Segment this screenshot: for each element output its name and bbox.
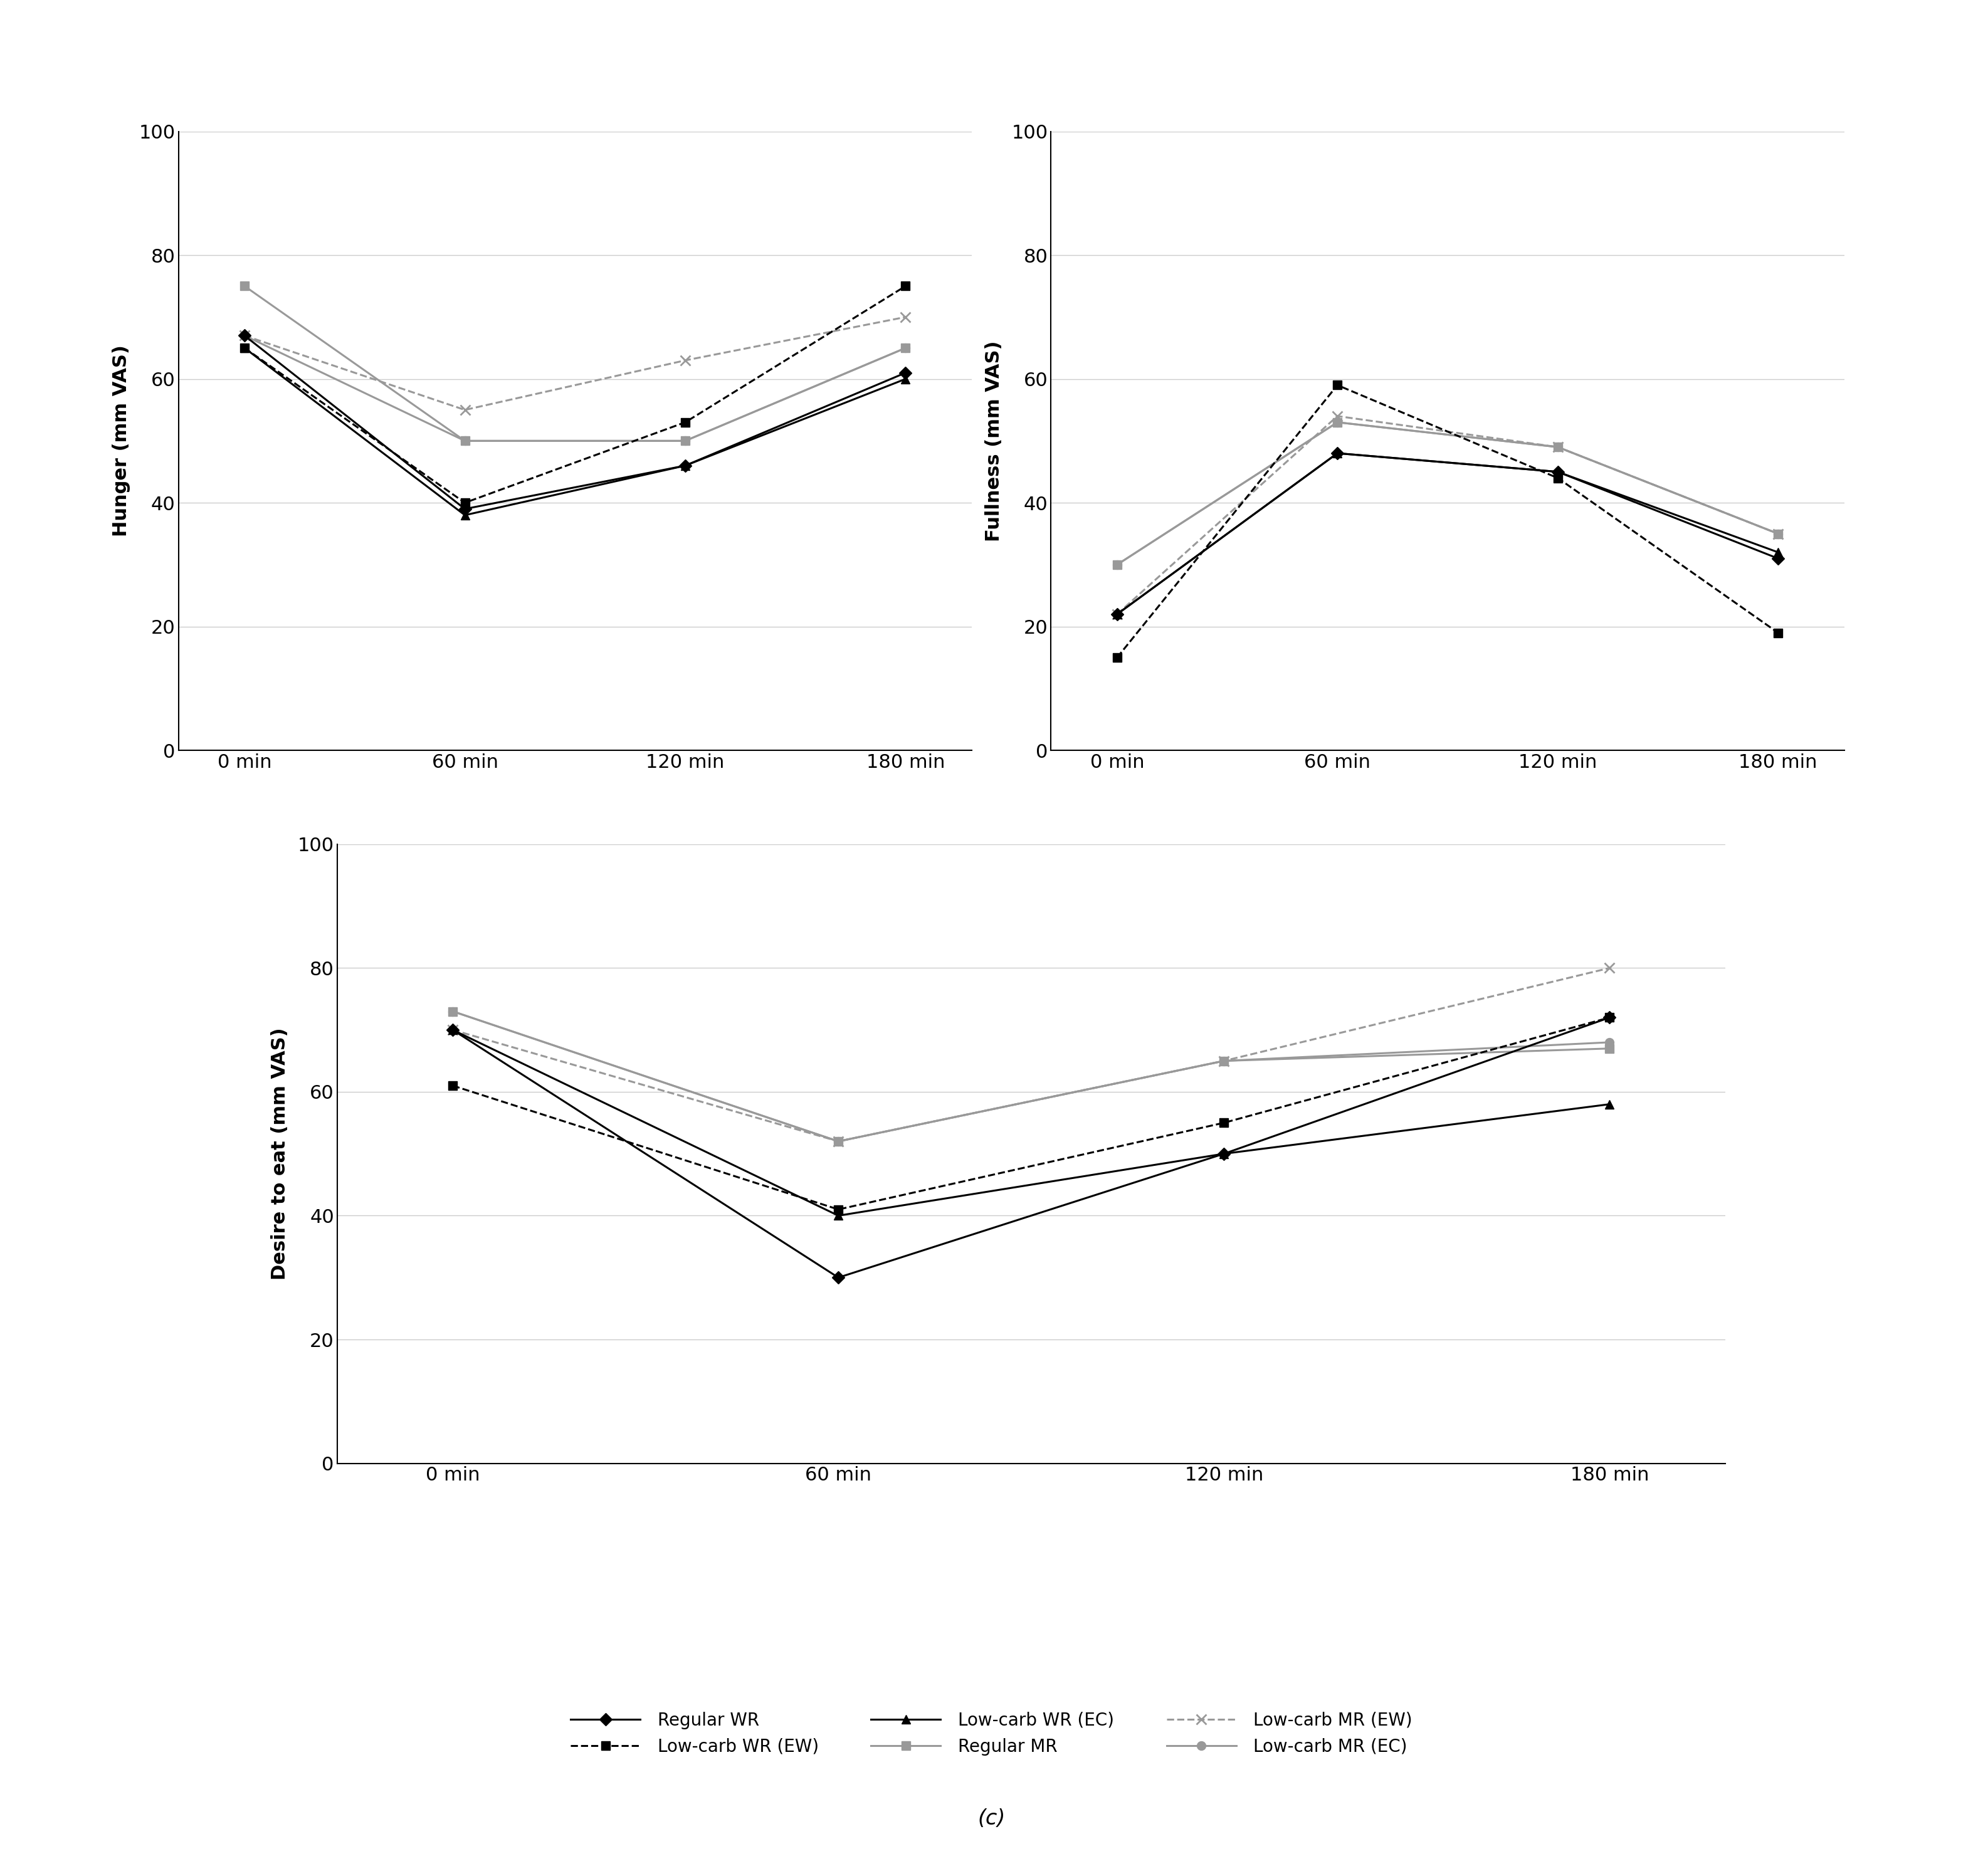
Y-axis label: Fullness (mm VAS): Fullness (mm VAS)	[986, 340, 1003, 542]
Text: (c): (c)	[978, 1808, 1005, 1829]
Legend: Regular WR, Low-carb WR (EW), Low-carb WR (EC), Regular MR, Low-carb MR (EW), Lo: Regular WR, Low-carb WR (EW), Low-carb W…	[561, 1703, 1422, 1763]
Text: (a): (a)	[561, 861, 589, 882]
Y-axis label: Desire to eat (mm VAS): Desire to eat (mm VAS)	[272, 1028, 290, 1279]
Text: (b): (b)	[1434, 861, 1461, 882]
Y-axis label: Hunger (mm VAS): Hunger (mm VAS)	[113, 345, 131, 537]
